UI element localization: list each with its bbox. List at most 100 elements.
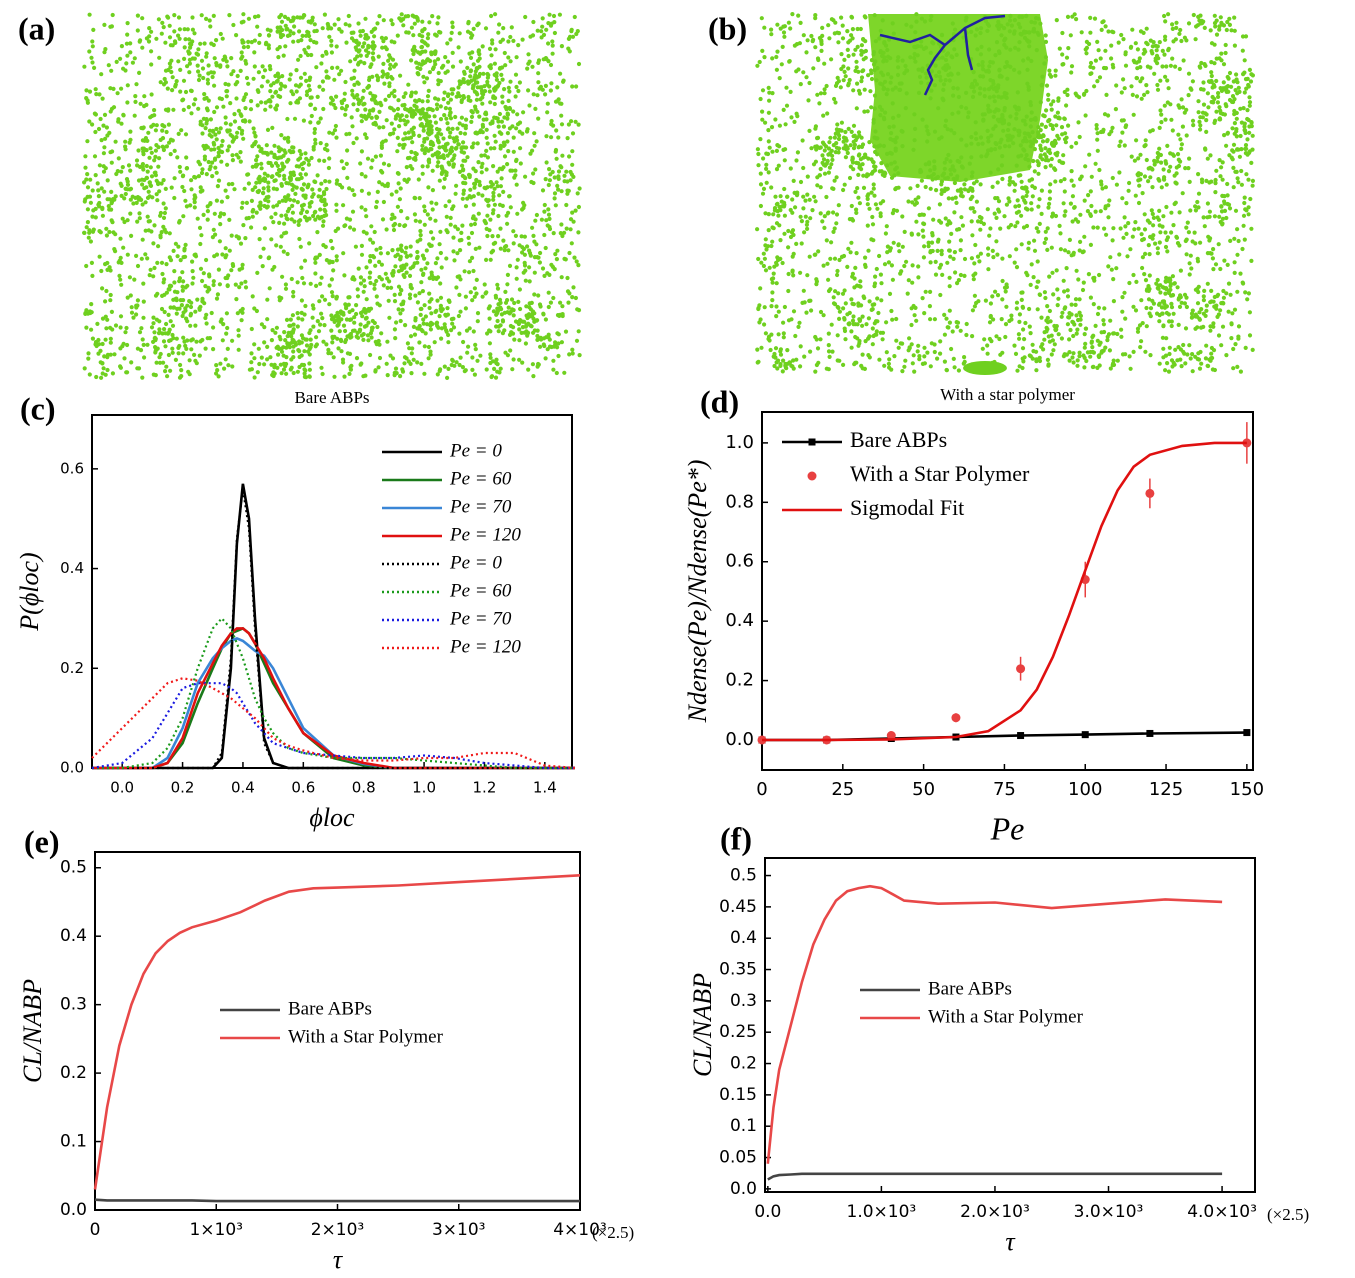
particle bbox=[1035, 307, 1040, 312]
particle bbox=[421, 74, 426, 79]
particle bbox=[378, 245, 383, 251]
particle bbox=[1214, 168, 1219, 173]
particle bbox=[381, 39, 386, 44]
particle bbox=[926, 174, 931, 179]
particle bbox=[170, 88, 175, 93]
particle bbox=[258, 206, 263, 211]
particle bbox=[485, 79, 490, 84]
particle bbox=[430, 188, 435, 193]
particle bbox=[1201, 215, 1206, 220]
particle bbox=[196, 174, 201, 179]
particle bbox=[496, 213, 501, 219]
particle bbox=[496, 30, 501, 35]
particle bbox=[168, 43, 173, 48]
particle bbox=[344, 104, 350, 109]
particle bbox=[339, 349, 344, 354]
particle bbox=[385, 181, 390, 186]
particle bbox=[538, 84, 544, 89]
particle bbox=[193, 309, 198, 314]
particle bbox=[775, 366, 780, 371]
particle bbox=[216, 374, 221, 379]
particle bbox=[572, 14, 577, 20]
particle bbox=[1028, 331, 1033, 336]
particle bbox=[289, 172, 294, 177]
particle bbox=[254, 308, 259, 314]
particle bbox=[449, 145, 454, 150]
particle bbox=[362, 41, 367, 46]
particle bbox=[1148, 234, 1153, 239]
particle bbox=[1242, 124, 1247, 129]
particle bbox=[438, 306, 443, 311]
particle bbox=[932, 83, 938, 88]
particle bbox=[1158, 108, 1163, 113]
particle bbox=[574, 338, 580, 343]
particle bbox=[1219, 343, 1224, 348]
particle bbox=[480, 130, 485, 135]
particle bbox=[455, 126, 460, 131]
particle bbox=[1034, 139, 1039, 144]
particle bbox=[570, 210, 575, 215]
particle bbox=[157, 355, 162, 360]
particle bbox=[962, 256, 968, 262]
particle bbox=[485, 155, 490, 160]
particle bbox=[121, 341, 126, 346]
particle bbox=[302, 258, 308, 263]
particle bbox=[809, 33, 814, 39]
particle bbox=[815, 346, 821, 351]
particle bbox=[209, 41, 214, 46]
particle bbox=[514, 126, 519, 131]
particle bbox=[517, 80, 523, 85]
particle bbox=[984, 69, 989, 74]
particle bbox=[516, 299, 521, 304]
particle bbox=[91, 227, 96, 232]
particle bbox=[332, 128, 338, 133]
particle bbox=[835, 268, 840, 274]
particle bbox=[171, 107, 176, 112]
particle bbox=[1163, 279, 1168, 284]
particle bbox=[388, 105, 393, 110]
particle bbox=[296, 177, 301, 182]
particle bbox=[135, 303, 140, 308]
particle bbox=[352, 192, 357, 197]
particle bbox=[574, 84, 579, 89]
particle bbox=[381, 161, 387, 166]
particle bbox=[824, 238, 829, 243]
particle bbox=[144, 102, 149, 107]
particle bbox=[845, 29, 850, 34]
particle bbox=[764, 247, 769, 252]
particle bbox=[513, 168, 518, 173]
particle bbox=[262, 171, 267, 176]
particle bbox=[402, 361, 407, 366]
particle bbox=[334, 181, 339, 186]
particle bbox=[359, 172, 364, 177]
particle bbox=[518, 306, 523, 312]
particle bbox=[782, 34, 787, 39]
particle bbox=[457, 362, 462, 368]
particle bbox=[435, 256, 440, 261]
particle bbox=[170, 350, 175, 355]
particle bbox=[241, 19, 246, 24]
particle bbox=[393, 366, 399, 371]
particle bbox=[108, 298, 113, 303]
particle bbox=[280, 27, 285, 33]
particle bbox=[252, 14, 258, 19]
particle bbox=[492, 202, 497, 207]
particle bbox=[279, 183, 284, 188]
particle bbox=[174, 79, 179, 84]
particle bbox=[553, 340, 558, 345]
particle bbox=[570, 347, 575, 352]
particle bbox=[251, 76, 256, 81]
particle bbox=[832, 302, 838, 307]
particle bbox=[1247, 103, 1252, 108]
particle bbox=[189, 300, 194, 305]
particle bbox=[251, 207, 256, 213]
particle bbox=[498, 246, 503, 251]
particle bbox=[845, 150, 850, 156]
particle bbox=[407, 292, 413, 297]
particle bbox=[978, 30, 983, 36]
particle bbox=[505, 139, 510, 144]
particle bbox=[970, 94, 976, 99]
particle bbox=[1170, 26, 1175, 31]
particle bbox=[428, 352, 433, 357]
particle bbox=[976, 142, 981, 147]
